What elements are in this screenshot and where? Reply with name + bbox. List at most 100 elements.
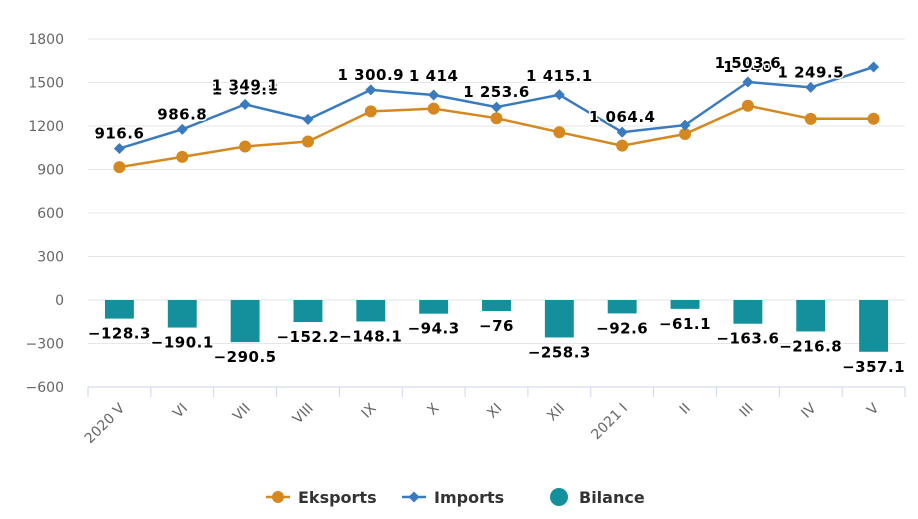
legend[interactable]: Eksports Imports Bilance: [266, 488, 645, 507]
legend-marker: [272, 491, 284, 503]
x-tick-label: VII: [230, 401, 254, 425]
bilance-data-label: −152.2: [276, 328, 339, 346]
bilance-data-label: −190.1: [151, 334, 214, 352]
lines: [113, 61, 880, 174]
eksports-point[interactable]: [364, 105, 377, 118]
legend-marker: [550, 488, 568, 506]
imports-point[interactable]: [428, 89, 440, 101]
bilance-data-label: −357.1: [842, 358, 905, 376]
x-tick-label: XII: [544, 401, 568, 425]
x-tick-label: IV: [799, 400, 820, 421]
imports-point[interactable]: [805, 81, 817, 93]
eksports-point[interactable]: [113, 161, 126, 174]
legend-item-eksports[interactable]: Eksports: [266, 488, 377, 507]
x-tick-label: 2020 V: [82, 400, 129, 447]
bilance-bar[interactable]: [104, 300, 134, 319]
bilance-data-label: −92.6: [596, 319, 648, 337]
bilance-data-label: −163.6: [716, 330, 779, 348]
bilance-data-label: −61.1: [659, 315, 711, 333]
imports-point[interactable]: [553, 89, 565, 101]
x-tick-label: V: [864, 400, 882, 418]
bilance-bar[interactable]: [670, 300, 700, 309]
eksports-data-label: 1 253.6: [463, 83, 530, 101]
x-tick-label: IX: [359, 400, 380, 421]
imports-point[interactable]: [176, 123, 188, 135]
x-axis: 2020 V VI VII VIII IX X XI XII 2021 I II III IV V: [82, 386, 906, 447]
y-tick-label: −600: [26, 380, 64, 396]
bilance-data-label: −148.1: [339, 327, 402, 345]
x-tick-label: X: [424, 400, 442, 418]
legend-item-bilance[interactable]: Bilance: [550, 488, 645, 507]
eksports-point[interactable]: [239, 140, 252, 153]
bilance-bar[interactable]: [293, 300, 323, 323]
bilance-bar[interactable]: [796, 300, 826, 332]
imports-data-label: 1 415.1: [526, 67, 593, 85]
bilance-data-label: −216.8: [779, 337, 842, 355]
data-labels: −128.3 −190.1−290.5 −152.2 −148.1 −94.3 −76 −2…: [86, 52, 906, 377]
eksports-point[interactable]: [804, 112, 817, 125]
imports-point[interactable]: [868, 61, 880, 73]
x-tick-label: XI: [484, 401, 505, 422]
imports-point[interactable]: [365, 84, 377, 96]
bilance-data-label: −290.5: [214, 348, 277, 366]
eksports-point[interactable]: [176, 150, 189, 163]
bilance-bar[interactable]: [482, 300, 511, 312]
bilance-bar[interactable]: [544, 300, 574, 338]
legend-label: Eksports: [298, 488, 377, 507]
bilance-bar[interactable]: [230, 300, 260, 343]
eksports-point[interactable]: [490, 112, 503, 125]
bilance-bar[interactable]: [167, 300, 197, 328]
eksports-point[interactable]: [679, 127, 692, 140]
eksports-data-label: 916.6: [94, 124, 144, 142]
x-tick-label: II: [677, 401, 694, 418]
y-tick-label: −300: [26, 337, 64, 353]
imports-point[interactable]: [113, 142, 125, 154]
y-tick-label: 1500: [28, 76, 64, 92]
bilance-bar[interactable]: [607, 300, 637, 314]
y-axis: 1800 1500 1200 900 600 300 0 −300 −600: [26, 32, 64, 396]
bilance-bar[interactable]: [859, 300, 889, 352]
y-tick-label: 900: [37, 163, 64, 179]
legend-label: Bilance: [579, 488, 645, 507]
y-tick-label: 600: [37, 206, 64, 222]
bilance-data-label: −128.3: [88, 325, 151, 343]
eksports-data-label: 1 058.6: [212, 80, 279, 98]
eksports-point[interactable]: [427, 102, 440, 115]
eksports-point[interactable]: [301, 135, 314, 148]
imports-point[interactable]: [491, 101, 502, 113]
bilance-bar[interactable]: [733, 300, 763, 324]
imports-point[interactable]: [302, 113, 314, 125]
eksports-data-label: 1 064.4: [589, 108, 656, 126]
eksports-point[interactable]: [616, 139, 629, 152]
imports-point[interactable]: [742, 76, 754, 88]
y-tick-label: 0: [55, 293, 64, 309]
x-tick-label: VIII: [290, 401, 317, 428]
eksports-point[interactable]: [741, 99, 754, 112]
imports-point[interactable]: [239, 98, 251, 110]
imports-point[interactable]: [616, 126, 628, 138]
eksports-data-label: 1 340: [723, 58, 772, 76]
bilance-data-label: −76: [479, 317, 514, 335]
eksports-data-label: 1 300.9: [338, 66, 405, 84]
legend-marker: [408, 491, 420, 503]
imports-data-label: 1 503.6: [715, 54, 782, 72]
bilance-bars: [104, 300, 889, 352]
imports-data-label: 1 349.1: [212, 76, 279, 94]
eksports-point[interactable]: [867, 112, 880, 125]
y-tick-label: 1200: [28, 119, 64, 135]
eksports-point[interactable]: [553, 126, 566, 139]
y-tick-label: 1800: [28, 32, 64, 48]
legend-item-imports[interactable]: Imports: [402, 488, 504, 507]
x-tick-label: III: [737, 401, 757, 421]
bilance-bar[interactable]: [356, 300, 386, 322]
bilance-data-label: −94.3: [408, 320, 460, 338]
eksports-data-label: 986.8: [157, 105, 207, 123]
eksports-data-label: 1 249.5: [777, 63, 844, 81]
legend-label: Imports: [434, 488, 504, 507]
imports-data-label: 1 414: [409, 67, 458, 85]
bilance-bar[interactable]: [419, 300, 449, 314]
imports-point[interactable]: [679, 119, 691, 131]
x-tick-label: 2021 I: [588, 401, 631, 444]
x-tick-label: VI: [170, 401, 191, 422]
